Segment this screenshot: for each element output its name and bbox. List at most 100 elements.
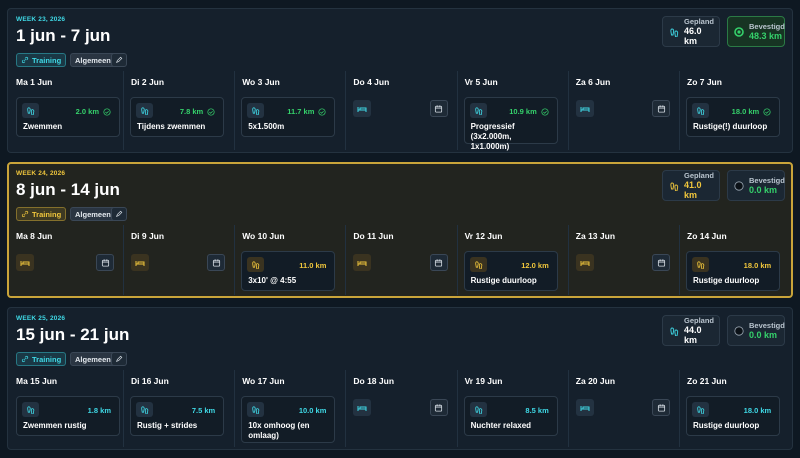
confirmed-text: Bevestigd 48.3 km: [749, 22, 785, 41]
activity-distance: 18.0 km: [743, 261, 772, 270]
bed-glyph: [135, 260, 145, 266]
activity-card[interactable]: 12.0 km Rustige duurloop: [463, 251, 558, 291]
cal-glyph: [657, 105, 665, 113]
activity-distance-row: 8.5 km: [525, 406, 548, 415]
activity-card[interactable]: 2.0 km Zwemmen: [16, 97, 120, 137]
day-name: Zo 7 Jun: [687, 77, 722, 87]
run-glyph: [670, 182, 679, 191]
ring-icon: [734, 26, 744, 37]
activity-card[interactable]: 18.0 km Rustige duurloop: [686, 251, 781, 291]
edit-button[interactable]: [111, 207, 127, 221]
link-glyph: [21, 56, 29, 64]
planned-text: Gepland 41.0 km: [684, 171, 714, 200]
run-glyph: [252, 261, 260, 269]
activity-distance-row: 1.8 km: [88, 406, 111, 415]
check-glyph: [541, 107, 549, 116]
tag-category[interactable]: Algemeen: [70, 207, 116, 221]
run-glyph: [697, 107, 705, 115]
check-icon: [207, 107, 215, 116]
run-icon: [26, 405, 35, 414]
week-range: 1 jun - 7 jun: [16, 26, 111, 45]
tag-training[interactable]: Training: [16, 207, 67, 221]
cal-icon: [434, 403, 443, 412]
pen-glyph: [115, 56, 123, 64]
activity-title: Zwemmen: [23, 122, 63, 131]
bed-icon: [357, 258, 367, 268]
activity-card[interactable]: 8.5 km Nuchter relaxed: [463, 396, 558, 436]
rest-icon: [16, 254, 34, 271]
cal-glyph: [435, 404, 443, 412]
schedule-button[interactable]: [652, 399, 670, 416]
run-glyph: [252, 406, 260, 414]
activity-card[interactable]: 10.9 km Progressief (3x2.000m, 1x1.000m): [463, 97, 558, 151]
tag-training[interactable]: Training: [16, 53, 67, 67]
planned-box: Gepland 44.0 km: [662, 315, 720, 346]
run-glyph: [697, 406, 705, 414]
activity-card[interactable]: 18.0 km Rustige duurloop: [686, 396, 781, 436]
schedule-button[interactable]: [96, 254, 114, 271]
cal-glyph: [101, 259, 109, 267]
day-name: Ma 1 Jun: [16, 77, 53, 87]
activity-card[interactable]: 18.0 km Rustige(!) duurloop: [686, 97, 781, 137]
activity-title: Tijdens zwemmen: [137, 122, 206, 131]
activity-distance: 7.5 km: [191, 406, 216, 415]
column-divider: [345, 370, 347, 447]
schedule-button[interactable]: [429, 399, 448, 416]
bed-icon: [357, 403, 367, 413]
edit-button[interactable]: [111, 352, 127, 366]
confirmed-text: Bevestigd 0.0 km: [749, 321, 785, 340]
link-icon: [21, 56, 29, 64]
tag-category[interactable]: Algemeen: [70, 53, 116, 67]
activity-distance: 11.7 km: [287, 107, 315, 116]
confirmed-text: Bevestigd 0.0 km: [749, 176, 785, 195]
column-divider: [456, 71, 458, 150]
rest-icon: [131, 254, 149, 271]
tag-training[interactable]: Training: [16, 352, 67, 366]
schedule-button[interactable]: [207, 254, 226, 271]
edit-button[interactable]: [111, 53, 127, 67]
check-icon: [763, 107, 771, 116]
activity-card[interactable]: 11.7 km 5x1.500m: [241, 97, 336, 137]
activity-icon: [247, 257, 265, 272]
confirmed-label: Bevestigd: [749, 176, 785, 185]
cal-icon: [657, 104, 666, 113]
schedule-button[interactable]: [429, 254, 448, 271]
activity-title: Rustig + strides: [137, 421, 198, 430]
day-name: Za 6 Jun: [575, 77, 611, 87]
day-name: Zo 21 Jun: [687, 376, 727, 386]
schedule-button[interactable]: [652, 254, 670, 271]
activity-distance-row: 12.0 km: [521, 261, 549, 270]
activity-card[interactable]: 10.0 km 10x omhoog (en omlaag): [241, 396, 336, 443]
activity-distance: 12.0 km: [521, 261, 549, 270]
planned-text: Gepland 44.0 km: [684, 316, 714, 345]
tag-text: Training: [32, 209, 62, 219]
column-divider: [123, 370, 124, 447]
activity-distance: 7.8 km: [179, 107, 204, 116]
run-glyph: [27, 107, 35, 115]
planned-label: Gepland: [684, 316, 715, 325]
run-icon: [474, 260, 483, 269]
activity-card[interactable]: 1.8 km Zwemmen rustig: [16, 396, 120, 436]
bed-glyph: [580, 106, 590, 112]
planned-label: Gepland: [684, 17, 715, 26]
activity-card[interactable]: 7.8 km Tijdens zwemmen: [130, 97, 225, 137]
confirmed-box: Bevestigd 48.3 km: [727, 16, 785, 47]
pen-icon: [115, 56, 123, 64]
run-icon: [251, 260, 260, 269]
tag-category[interactable]: Algemeen: [70, 352, 116, 366]
cal-icon: [657, 258, 666, 267]
tag-text: Training: [32, 354, 62, 364]
check-glyph: [103, 107, 111, 116]
run-icon: [669, 27, 679, 37]
activity-title: Rustige duurloop: [693, 276, 760, 285]
bed-glyph: [580, 260, 590, 266]
activity-card[interactable]: 11.0 km 3x10' @ 4:55: [241, 251, 336, 291]
day-name: Di 9 Jun: [131, 231, 165, 241]
schedule-button[interactable]: [429, 100, 448, 117]
activity-icon: [22, 402, 39, 417]
day-name: Ma 15 Jun: [16, 376, 58, 386]
activity-card[interactable]: 7.5 km Rustig + strides: [130, 396, 225, 436]
cal-icon: [101, 258, 110, 267]
schedule-button[interactable]: [652, 100, 670, 117]
